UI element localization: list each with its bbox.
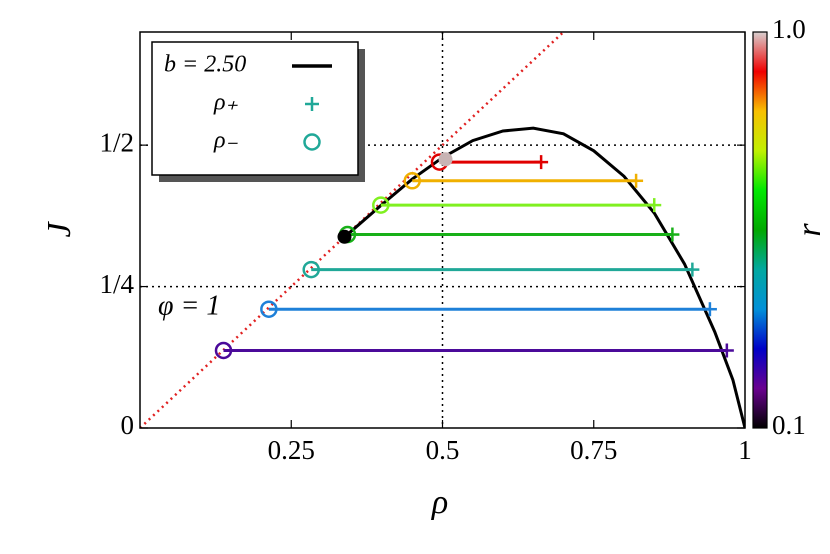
- x-tick-label: 1: [738, 435, 752, 465]
- plus-marker: [685, 262, 700, 277]
- annotation: φ = 1: [158, 290, 220, 321]
- x-tick-label: 0.25: [268, 435, 315, 465]
- plus-marker: [665, 227, 680, 242]
- legend-circle: [303, 133, 321, 151]
- curve: [338, 126, 745, 428]
- y-axis-label: J: [41, 221, 78, 238]
- legend-label: b = 2.50: [164, 52, 246, 78]
- colorbar-tick-label: 1.0: [772, 14, 806, 44]
- colorbar: [752, 31, 768, 429]
- rho-minus-marker: [403, 172, 421, 190]
- y-tick-label: 1/2: [99, 127, 134, 157]
- plus-marker: [702, 302, 717, 317]
- legend-label: ρ₋: [213, 128, 239, 154]
- x-tick-label: 0.5: [426, 435, 460, 465]
- x-tick-label: 0.75: [570, 435, 617, 465]
- diagonal-line: [140, 32, 566, 428]
- rho-minus-marker: [260, 300, 278, 318]
- plus-marker: [719, 343, 734, 358]
- rho-minus-marker: [372, 196, 390, 214]
- x-axis-label: ρ: [431, 484, 448, 521]
- plus-marker: [647, 198, 662, 213]
- y-tick-label: 0: [121, 410, 135, 440]
- point: [337, 229, 352, 244]
- plot-area: [140, 32, 745, 428]
- legend-box: [151, 41, 359, 176]
- colorbar-tick-label: 0.1: [772, 410, 806, 440]
- legend-label: ρ₊: [213, 90, 239, 116]
- rho-minus-marker: [302, 260, 320, 279]
- legend-plus: [305, 97, 319, 111]
- point: [438, 152, 453, 167]
- colorbar-label: r: [791, 223, 828, 237]
- plus-marker: [534, 155, 549, 170]
- plus-marker: [629, 173, 644, 188]
- y-tick-label: 1/4: [99, 269, 134, 299]
- rho-minus-marker: [214, 341, 233, 360]
